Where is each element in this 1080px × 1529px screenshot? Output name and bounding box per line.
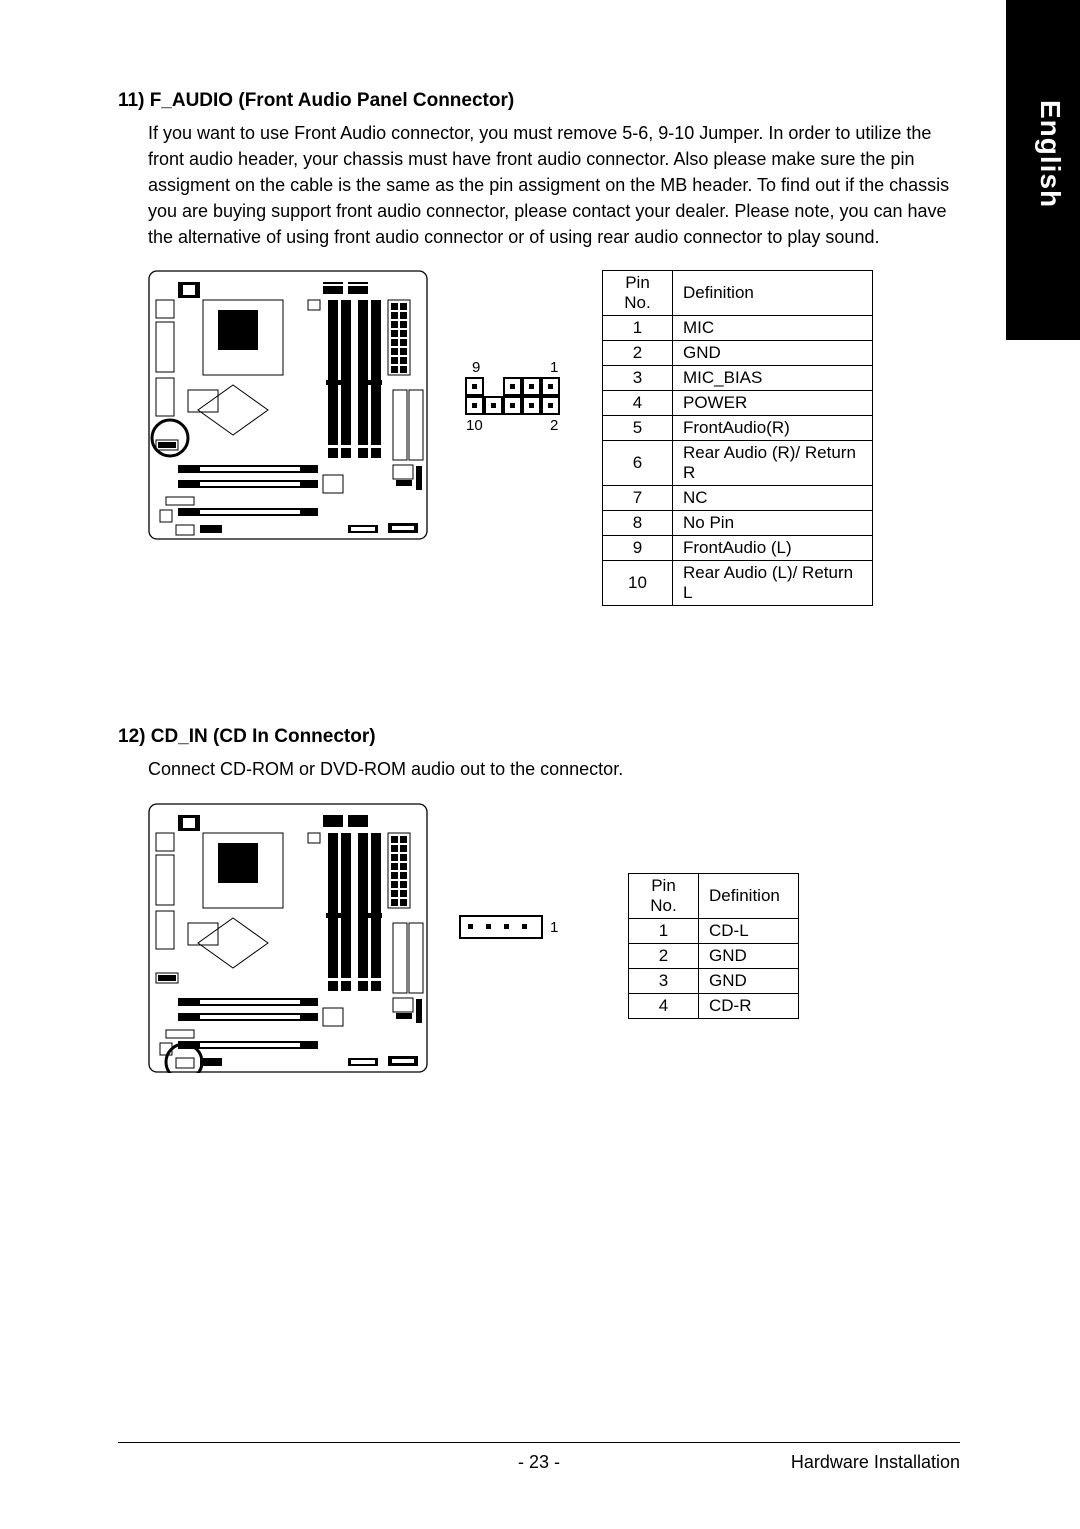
table-row: 1MIC [603,316,873,341]
cell: CD-L [699,918,799,943]
pin-label-1: 1 [550,919,558,936]
pin-table-11: Pin No. Definition 1MIC 2GND 3MIC_BIAS 4… [602,270,873,606]
section-12-body: Connect CD-ROM or DVD-ROM audio out to t… [148,756,960,782]
language-tab: English [1034,100,1066,208]
section-11-title: 11) F_AUDIO (Front Audio Panel Connector… [118,90,960,112]
section-12-figure-row: 1 Pin No. Definition 1CD-L 2GND 3GND 4CD… [148,803,960,1073]
page-footer: - 23 - Hardware Installation [118,1452,960,1473]
th-def: Definition [673,271,873,316]
cell: 2 [629,943,699,968]
th-pin: Pin No. [629,873,699,918]
footer-right: Hardware Installation [791,1452,960,1473]
pin-label-9: 9 [472,360,480,376]
table-row: 3MIC_BIAS [603,366,873,391]
cell: No Pin [673,511,873,536]
pin-label-1: 1 [550,360,558,376]
footer-page-number: - 23 - [518,1452,560,1473]
motherboard-diagram-11 [148,270,428,540]
motherboard-diagram-12 [148,803,428,1073]
table-row: 2GND [629,943,799,968]
footer-rule [118,1442,960,1443]
cell: 9 [603,536,673,561]
table-row: 4CD-R [629,993,799,1018]
table-row: 1CD-L [629,918,799,943]
content-area: 11) F_AUDIO (Front Audio Panel Connector… [118,90,960,1073]
th-def: Definition [699,873,799,918]
cell: MIC [673,316,873,341]
pin-table-12-wrap: Pin No. Definition 1CD-L 2GND 3GND 4CD-R [628,873,799,1019]
table-row: 7NC [603,486,873,511]
cell: GND [673,341,873,366]
pin-label-2: 2 [550,417,558,434]
pin-table-12: Pin No. Definition 1CD-L 2GND 3GND 4CD-R [628,873,799,1019]
cell: GND [699,968,799,993]
table-header-row: Pin No. Definition [629,873,799,918]
page: English 11) F_AUDIO (Front Audio Panel C… [0,0,1080,1529]
cell: MIC_BIAS [673,366,873,391]
cell: 5 [603,416,673,441]
section-11-body: If you want to use Front Audio connector… [148,120,960,250]
cell: CD-R [699,993,799,1018]
table-row: 5FrontAudio(R) [603,416,873,441]
cell: 3 [629,968,699,993]
cell: 10 [603,561,673,606]
cell: 1 [629,918,699,943]
cell: 6 [603,441,673,486]
cell: Rear Audio (R)/ Return R [673,441,873,486]
table-row: 3GND [629,968,799,993]
cell: FrontAudio(R) [673,416,873,441]
cell: 1 [603,316,673,341]
table-header-row: Pin No. Definition [603,271,873,316]
cdin-connector-diagram: 1 [458,908,578,953]
table-row: 9FrontAudio (L) [603,536,873,561]
cell: FrontAudio (L) [673,536,873,561]
cell: Rear Audio (L)/ Return L [673,561,873,606]
f-audio-connector-diagram: 9 1 [458,360,568,445]
section-12: 12) CD_IN (CD In Connector) Connect CD-R… [118,726,960,1072]
table-row: 4POWER [603,391,873,416]
table-row: 10Rear Audio (L)/ Return L [603,561,873,606]
table-row: 8No Pin [603,511,873,536]
th-pin: Pin No. [603,271,673,316]
cell: 7 [603,486,673,511]
cell: 4 [603,391,673,416]
cell: 2 [603,341,673,366]
pin-label-10: 10 [466,417,483,434]
cell: POWER [673,391,873,416]
section-12-title: 12) CD_IN (CD In Connector) [118,726,960,748]
pin-table-11-wrap: Pin No. Definition 1MIC 2GND 3MIC_BIAS 4… [602,270,873,606]
cell: 3 [603,366,673,391]
table-row: 6Rear Audio (R)/ Return R [603,441,873,486]
section-11-figure-row: 9 1 [148,270,960,606]
table-row: 2GND [603,341,873,366]
cell: 4 [629,993,699,1018]
cell: 8 [603,511,673,536]
cell: GND [699,943,799,968]
cell: NC [673,486,873,511]
